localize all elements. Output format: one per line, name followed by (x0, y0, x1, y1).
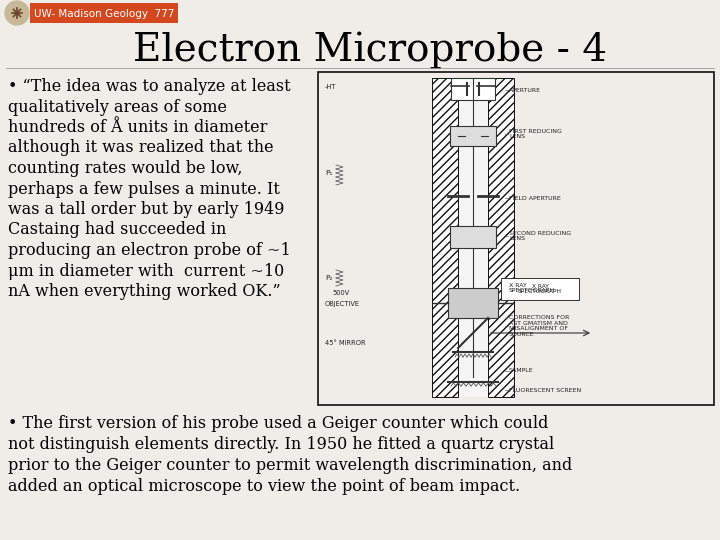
Text: prior to the Geiger counter to permit wavelength discrimination, and: prior to the Geiger counter to permit wa… (8, 457, 572, 474)
Text: X RAY
SPECTOGRAPH: X RAY SPECTOGRAPH (509, 282, 555, 293)
Text: P₁: P₁ (325, 170, 333, 176)
Text: added an optical microscope to view the point of beam impact.: added an optical microscope to view the … (8, 478, 520, 495)
Text: not distinguish elements directly. In 1950 he fitted a quartz crystal: not distinguish elements directly. In 19… (8, 436, 554, 453)
Circle shape (5, 1, 29, 25)
Bar (501, 278, 579, 300)
Bar (30, 3, 178, 23)
Text: Electron Microprobe - 4: Electron Microprobe - 4 (133, 31, 607, 69)
Text: P₂: P₂ (325, 275, 333, 281)
Bar (458, 78, 488, 397)
Text: • The first version of his probe used a Geiger counter which could: • The first version of his probe used a … (8, 415, 549, 432)
Text: was a tall order but by early 1949: was a tall order but by early 1949 (8, 201, 284, 218)
Text: although it was realized that the: although it was realized that the (8, 139, 274, 157)
Text: 500V: 500V (332, 290, 349, 296)
Text: counting rates would be low,: counting rates would be low, (8, 160, 243, 177)
Text: FIRST REDUCING
LENS: FIRST REDUCING LENS (509, 129, 562, 139)
Text: hundreds of Å units in diameter: hundreds of Å units in diameter (8, 119, 267, 136)
Text: APERTURE: APERTURE (509, 87, 541, 92)
Bar (451, 78, 495, 100)
Text: UW- Madison Geology  777: UW- Madison Geology 777 (34, 9, 174, 19)
Text: producing an electron probe of ~1: producing an electron probe of ~1 (8, 242, 291, 259)
Bar (488, 78, 514, 397)
Text: -HT: -HT (325, 84, 336, 90)
Text: nA when everything worked OK.”: nA when everything worked OK.” (8, 283, 281, 300)
Bar (450, 126, 496, 146)
Text: • “The idea was to analyze at least: • “The idea was to analyze at least (8, 78, 291, 95)
Text: OBJECTIVE: OBJECTIVE (325, 301, 360, 307)
Bar (318, 72, 714, 405)
Text: perhaps a few pulses a minute. It: perhaps a few pulses a minute. It (8, 180, 280, 198)
Text: 45° MIRROR: 45° MIRROR (325, 340, 366, 346)
Text: SAMPLE: SAMPLE (509, 368, 534, 374)
Text: FIELD APERTURE: FIELD APERTURE (509, 195, 561, 200)
Text: X RAY
SPECTOGRAPH: X RAY SPECTOGRAPH (518, 284, 562, 294)
Text: Castaing had succeeded in: Castaing had succeeded in (8, 221, 226, 239)
Text: μm in diameter with  current ~10: μm in diameter with current ~10 (8, 262, 284, 280)
Text: SECOND REDUCING
LENS: SECOND REDUCING LENS (509, 231, 571, 241)
Text: CORRECTIONS FOR
AST GMATISM AND
MISALIGNMENT OF
SOURCE: CORRECTIONS FOR AST GMATISM AND MISALIGN… (509, 315, 570, 337)
Text: qualitatively areas of some: qualitatively areas of some (8, 98, 227, 116)
Bar (432, 78, 458, 397)
Bar (450, 226, 496, 248)
Bar (448, 288, 498, 318)
Text: FLUORESCENT SCREEN: FLUORESCENT SCREEN (509, 388, 581, 393)
